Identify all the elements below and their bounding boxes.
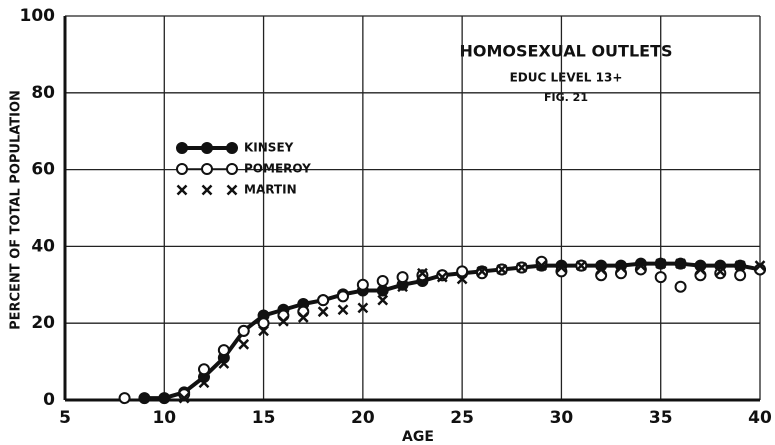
point [218,358,230,369]
point [416,269,429,282]
point [476,265,488,277]
x-tick-label: 40 [748,408,772,428]
point [178,392,190,404]
chart-title: HOMOSEXUAL OUTLETS [459,42,672,61]
point [655,258,667,270]
legend-marker [176,163,188,175]
legend-marker [176,184,188,196]
legend-label: POMEROY [244,162,311,176]
point [337,290,349,303]
point [734,260,746,271]
x-tick-label: 5 [59,408,71,428]
point [198,377,210,389]
point [456,273,468,285]
point [337,304,349,316]
point [397,281,408,293]
legend-marker [176,142,188,154]
point [476,267,488,280]
point [516,262,528,273]
point [734,269,747,282]
x-axis-label: AGE [402,429,434,445]
y-tick-label: 80 [31,83,55,103]
point [237,324,250,337]
y-tick-label: 100 [20,6,56,26]
point [377,294,389,306]
y-tick-label: 20 [31,313,55,333]
point [654,271,667,284]
point [238,338,250,350]
y-tick-label: 40 [31,236,55,256]
point [278,315,289,327]
point [456,265,469,278]
x-tick-label: 15 [252,408,276,428]
point [317,294,330,307]
point [615,262,627,273]
point [396,271,409,284]
point [198,363,210,376]
x-tick-label: 25 [450,408,474,428]
point [158,392,171,405]
point [376,274,389,287]
point [118,392,131,405]
point [556,262,567,273]
y-tick-label: 60 [31,160,55,180]
legend-marker [226,142,238,154]
point [674,280,687,293]
chart-subtitle: EDUC LEVEL 13+ [510,71,623,85]
x-tick-label: 35 [649,408,673,428]
series-line [144,261,761,401]
point [297,312,309,323]
point [317,306,329,318]
x-tick-label: 10 [152,408,176,428]
point [417,267,428,279]
point [714,265,726,277]
x-tick-label: 20 [351,408,375,428]
y-tick-label: 0 [43,390,55,410]
point [436,269,449,282]
y-axis-label: PERCENT OF TOTAL POPULATION [9,90,24,330]
legend-marker [201,163,213,175]
legend-label: MARTIN [244,183,297,197]
point [357,302,369,314]
point [496,264,508,275]
legend-marker [226,184,238,196]
point [635,260,647,271]
point [695,264,706,275]
point [536,260,547,271]
point [675,258,686,270]
point [714,267,727,280]
point [258,325,269,337]
point [575,260,587,271]
legend-marker [226,163,238,175]
point [436,271,448,283]
point [595,264,607,275]
point [257,317,270,330]
point [138,392,151,405]
point [376,284,389,297]
legend-label: KINSEY [244,141,294,155]
point [754,260,766,271]
point [217,344,230,357]
legend-marker [201,142,213,154]
point [356,278,369,291]
legend-marker [201,184,213,196]
x-tick-label: 30 [550,408,574,428]
annotation: FIG. 21 [544,91,588,104]
